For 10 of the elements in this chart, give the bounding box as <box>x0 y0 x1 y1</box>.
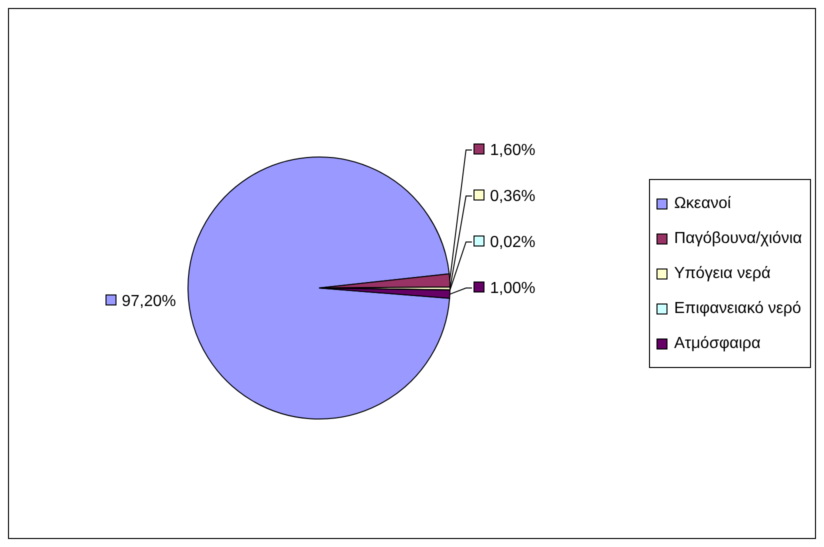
data-label: 1,00% <box>490 280 536 297</box>
legend-label: Επιφανειακό νερό <box>674 300 802 318</box>
data-label: 97,20% <box>122 292 176 310</box>
data-label: 0,02% <box>490 234 536 251</box>
legend-label: Υπόγεια νερά <box>674 264 771 282</box>
data-label: 0,36% <box>490 188 536 205</box>
data-label: 1,60% <box>490 142 536 159</box>
legend-label: Παγόβουνα/χιόνια <box>674 230 802 248</box>
legend-label: Ατμόσφαιρα <box>674 334 761 352</box>
legend-label: Ωκεανοί <box>674 194 731 212</box>
